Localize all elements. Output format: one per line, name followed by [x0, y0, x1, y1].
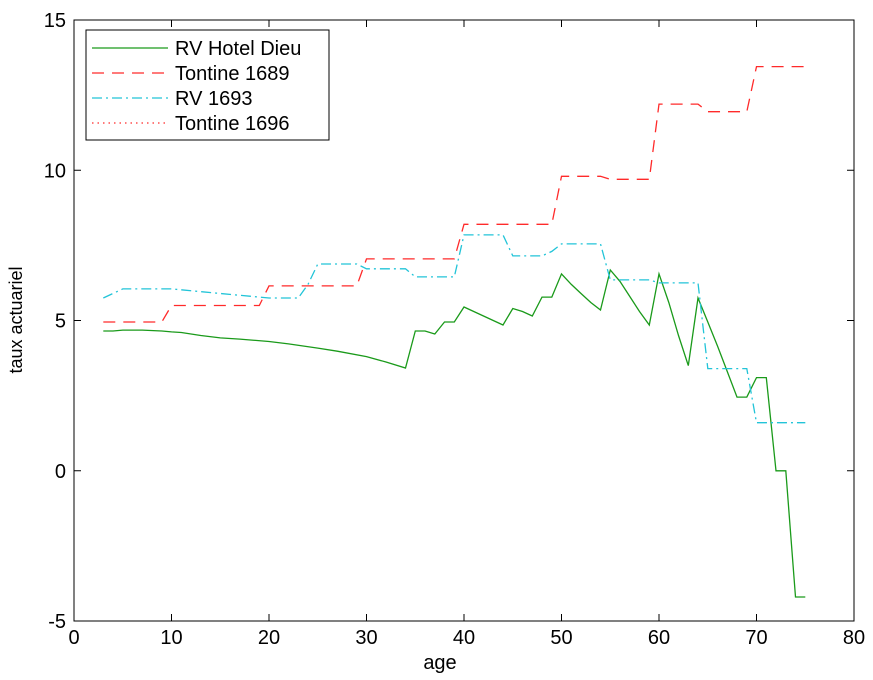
legend-label-3: Tontine 1696: [175, 113, 290, 135]
y-tick-label: 15: [44, 10, 66, 32]
legend-label-1: Tontine 1689: [175, 63, 290, 85]
x-tick-label: 0: [68, 627, 79, 649]
x-tick-label: 80: [843, 627, 865, 649]
x-tick-label: 20: [258, 627, 280, 649]
x-tick-label: 70: [745, 627, 767, 649]
series-line-1: [103, 65, 806, 323]
legend: RV Hotel Dieu Tontine 1689 RV 1693 Tontine …: [85, 29, 330, 141]
x-axis-label: age: [423, 652, 456, 674]
x-tick-label: 50: [550, 627, 572, 649]
x-tick-label: 40: [453, 627, 475, 649]
y-axis-label: taux actuariel: [6, 266, 26, 373]
y-tick-label: 5: [55, 311, 66, 333]
y-tick-label: 0: [55, 461, 66, 483]
x-tick-label: 60: [648, 627, 670, 649]
series-layer: [103, 65, 806, 598]
legend-label-2: RV 1693: [175, 88, 252, 110]
x-tick-label: 10: [160, 627, 182, 649]
series-line-0: [103, 268, 806, 598]
x-tick-label: 30: [355, 627, 377, 649]
series-line-2: [103, 234, 806, 424]
y-tick-label: 10: [44, 160, 66, 182]
legend-label-0: RV Hotel Dieu: [175, 38, 301, 60]
y-tick-label: -5: [48, 611, 66, 633]
